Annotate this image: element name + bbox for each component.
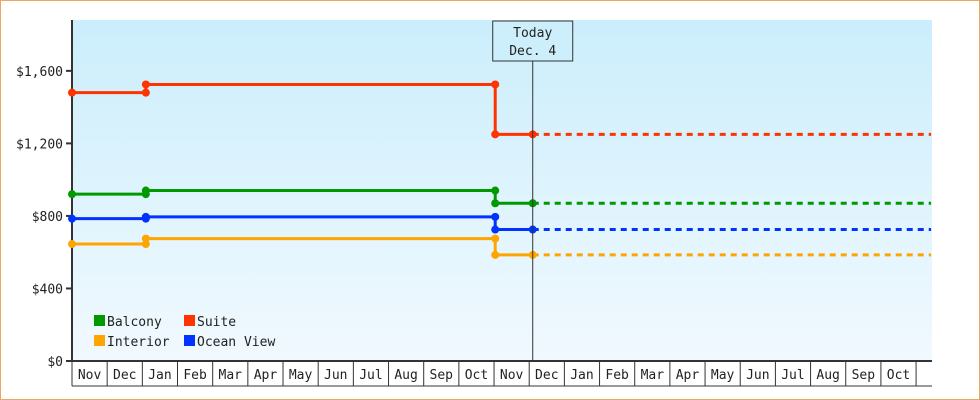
x-tick-label: Nov xyxy=(500,368,524,383)
today-label: Today xyxy=(513,26,552,41)
legend-swatch xyxy=(184,315,195,326)
x-tick-label: Jun xyxy=(324,368,347,383)
y-tick-label: $0 xyxy=(47,355,63,370)
y-tick-label: $400 xyxy=(32,282,63,297)
x-tick-label: Feb xyxy=(183,368,207,383)
series-line-balcony xyxy=(72,189,533,205)
data-point-ocean-view xyxy=(491,225,500,234)
data-point-interior xyxy=(68,240,76,249)
today-box xyxy=(492,20,574,62)
today-date: Dec. 4 xyxy=(509,44,556,59)
data-point-balcony xyxy=(491,186,500,195)
x-tick-label: Jul xyxy=(359,368,382,383)
data-point-suite xyxy=(141,80,150,89)
legend-swatch xyxy=(94,335,105,346)
y-tick-label: $800 xyxy=(32,210,63,225)
x-tick-label: Sep xyxy=(430,368,454,383)
legend-swatch xyxy=(94,315,105,326)
legend-label: Suite xyxy=(197,315,236,330)
legend: Balcony Suite Interior Ocean View xyxy=(94,315,275,350)
x-tick-label: Mar xyxy=(219,368,243,383)
series-line-interior xyxy=(72,237,533,257)
series-layer xyxy=(68,80,932,259)
x-axis: Nov Dec Jan Feb Mar Apr May Jun Jul Aug Sep Oct Nov D… xyxy=(71,360,932,387)
x-tick-label: Nov xyxy=(78,368,102,383)
data-point-interior xyxy=(141,234,150,243)
data-point-suite xyxy=(141,88,150,97)
data-point-ocean-view xyxy=(141,212,150,221)
x-tick-label: Sep xyxy=(852,368,876,383)
data-point-ocean-view xyxy=(491,212,500,221)
y-tick-label: $1,600 xyxy=(16,65,63,80)
data-point-balcony xyxy=(491,199,500,208)
series-line-suite xyxy=(72,82,533,136)
x-tick-label: Aug xyxy=(816,368,839,383)
legend-label: Balcony xyxy=(107,315,162,330)
series-line-ocean-view xyxy=(72,215,533,232)
x-tick-label: Oct xyxy=(465,368,488,383)
x-tick-label: Feb xyxy=(605,368,629,383)
legend-label: Ocean View xyxy=(197,335,275,350)
data-point-ocean-view xyxy=(68,214,76,223)
x-tick-label: Jan xyxy=(148,368,171,383)
y-tick-label: $1,200 xyxy=(16,137,63,152)
today-marker: Today Dec. 4 xyxy=(492,20,574,361)
x-tick-label: May xyxy=(711,368,735,383)
legend-swatch xyxy=(184,335,195,346)
x-tick-label: Dec xyxy=(113,368,136,383)
x-tick-label: Jul xyxy=(781,368,804,383)
x-tick-label: Aug xyxy=(394,368,417,383)
y-axis: $0 $400 $800 $1,200 $1,600 xyxy=(16,20,73,370)
x-tick-label: Dec xyxy=(535,368,558,383)
x-tick-label: Oct xyxy=(887,368,910,383)
legend-label: Interior xyxy=(107,335,170,350)
data-point-interior xyxy=(491,250,500,259)
x-tick-label: Jan xyxy=(570,368,593,383)
data-point-balcony xyxy=(68,190,76,199)
data-point-suite xyxy=(491,130,500,139)
x-tick-label: Mar xyxy=(641,368,665,383)
x-tick-label: Jun xyxy=(746,368,769,383)
x-tick-label: May xyxy=(289,368,313,383)
data-point-interior xyxy=(491,234,500,243)
x-tick-label: Apr xyxy=(676,368,700,383)
data-point-balcony xyxy=(141,186,150,195)
data-point-suite xyxy=(491,80,500,89)
data-point-suite xyxy=(68,88,76,97)
x-tick-label: Apr xyxy=(254,368,278,383)
